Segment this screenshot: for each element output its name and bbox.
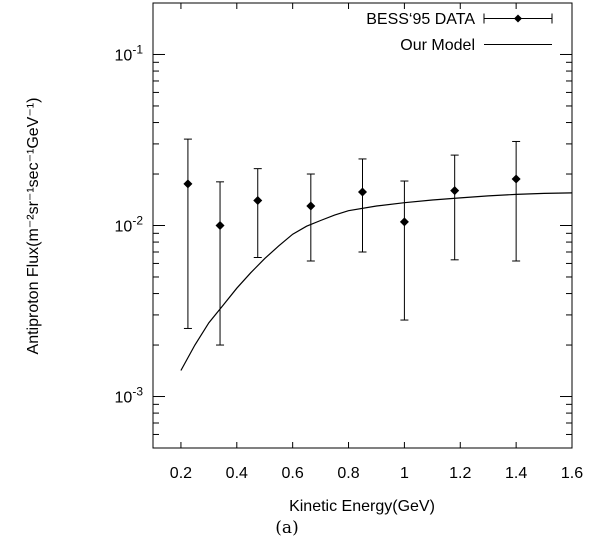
y-axis: 10-3 10-2 10-1 xyxy=(115,2,572,449)
legend-diamond-marker xyxy=(514,14,522,23)
data-point xyxy=(215,181,225,346)
y-tick-label: 10-3 xyxy=(115,385,144,407)
diamond-marker xyxy=(183,179,193,189)
diamond-marker xyxy=(215,221,225,230)
diamond-marker xyxy=(511,174,521,184)
data-point xyxy=(450,154,460,261)
model-curve xyxy=(180,192,573,371)
figure-caption: (a) xyxy=(275,518,298,538)
y-tick-label: 10-2 xyxy=(115,214,144,236)
data-point xyxy=(253,168,263,258)
data-point xyxy=(399,180,409,321)
x-tick-label: 1.4 xyxy=(505,465,527,482)
x-tick-label: 0.2 xyxy=(170,465,192,482)
x-tick-label: 1 xyxy=(400,465,409,482)
x-axis: 0.2 0.4 0.6 0.8 1 1.2 1.4 1.6 xyxy=(170,3,583,482)
x-tick-label: 0.6 xyxy=(282,465,304,482)
y-axis-label: Antiproton Flux(m⁻²sr⁻¹sec⁻¹GeV⁻¹) xyxy=(25,98,42,355)
diamond-marker xyxy=(358,187,367,197)
x-tick-label: 0.8 xyxy=(337,465,359,482)
legend-label-data: BESS‘95 DATA xyxy=(366,11,475,28)
diamond-marker xyxy=(253,196,263,206)
diamond-marker xyxy=(306,201,316,211)
data-point xyxy=(183,138,193,329)
data-points-layer xyxy=(183,138,521,346)
diamond-marker xyxy=(450,186,460,196)
data-point xyxy=(358,158,367,253)
x-axis-label: Kinetic Energy(GeV) xyxy=(289,498,435,515)
model-line-layer xyxy=(180,192,573,371)
diamond-marker xyxy=(399,217,409,227)
data-point xyxy=(306,173,316,262)
x-tick-label: 1.2 xyxy=(449,465,471,482)
x-tick-label: 0.4 xyxy=(226,465,248,482)
x-tick-label: 1.6 xyxy=(561,465,583,482)
legend: BESS‘95 DATA Our Model xyxy=(366,11,553,54)
y-tick-label: 10-1 xyxy=(115,42,144,64)
legend-label-model: Our Model xyxy=(400,37,475,54)
data-point xyxy=(511,140,521,262)
